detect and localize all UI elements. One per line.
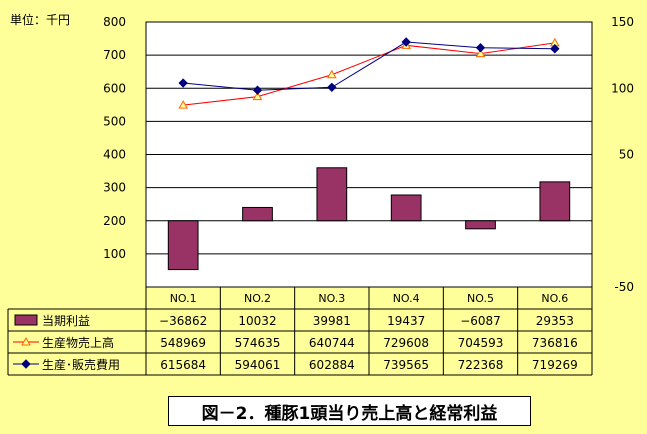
bar-4 [390,194,422,222]
legend-entry: 生産物売上高 [42,335,114,350]
table-cell: 10032 [238,314,276,328]
cost-point-1 [178,78,188,88]
table-cell: 19437 [387,314,425,328]
left-tick-label: 500 [103,114,126,128]
left-tick-label: 800 [103,15,126,29]
left-tick-label: 600 [103,81,126,95]
legend-entry: 生産･販売費用 [42,357,120,372]
table-cell: 615684 [160,358,206,372]
cost-point-4 [401,37,411,47]
sales-point-3 [326,69,337,79]
cost-point-3 [327,82,337,93]
legend-key-marker [21,336,31,346]
category-label: NO.6 [541,292,568,305]
legend-key-bar [14,314,38,326]
table-cell: 29353 [536,314,574,328]
data-table: NO.1 NO.2 NO.3 NO.4 NO.5 NO.6 当期利益 −36862 10032 3… [7,286,593,376]
table-cell: 729608 [383,336,429,350]
left-tick-label: 700 [103,48,126,62]
legend-key-marker [21,359,31,369]
table-cell: 722368 [458,358,504,372]
legend-entry: 当期利益 [42,314,90,328]
chart-svg: 単位：千円 100 200 300 400 500 600 700 800 -50 50 100 15… [7,12,634,376]
sales-point-1 [178,100,189,109]
sales-point-5 [475,48,486,58]
unit-label: 単位：千円 [10,12,70,27]
cost-point-6 [550,44,560,54]
table-cell: 739565 [383,358,429,372]
bar-5 [465,220,496,230]
right-tick-label: 100 [611,81,634,95]
category-label: NO.3 [318,292,345,305]
right-tick-label: -50 [614,280,634,294]
left-tick-label: 200 [103,214,126,228]
table-cell: 719269 [532,358,578,372]
category-label: NO.2 [244,292,271,305]
table-cell: −36862 [159,314,207,328]
bar-1 [167,220,199,271]
right-tick-label: 50 [619,148,634,162]
cost-point-5 [475,43,486,53]
bar-6 [539,181,571,222]
table-cell: 736816 [532,336,578,350]
table-cell: 640744 [309,336,355,350]
table-cell: 602884 [309,358,355,372]
table-cell: 704593 [458,336,504,350]
table-cell: 574635 [235,336,281,350]
left-tick-label: 300 [103,181,126,195]
table-cell: 548969 [160,336,206,350]
left-tick-label: 100 [103,247,126,261]
sales-point-2 [252,91,263,101]
bar-2 [242,206,273,222]
category-label: NO.4 [393,292,420,305]
right-tick-label: 150 [611,15,634,29]
plot-area: 100 200 300 400 500 600 700 800 -50 50 100 150 [103,15,634,294]
bar-3 [316,167,348,222]
sales-line [183,42,555,106]
category-label: NO.5 [467,292,494,305]
left-tick-label: 400 [103,148,126,162]
table-cell: −6087 [460,314,501,328]
table-cell: 39981 [313,314,351,328]
figure-caption: 図－2．種豚1頭当り売上高と経常利益 [168,396,531,426]
cost-line [183,41,555,91]
table-cell: 594061 [235,358,281,372]
cost-point-2 [252,85,263,95]
category-label: NO.1 [170,292,197,305]
